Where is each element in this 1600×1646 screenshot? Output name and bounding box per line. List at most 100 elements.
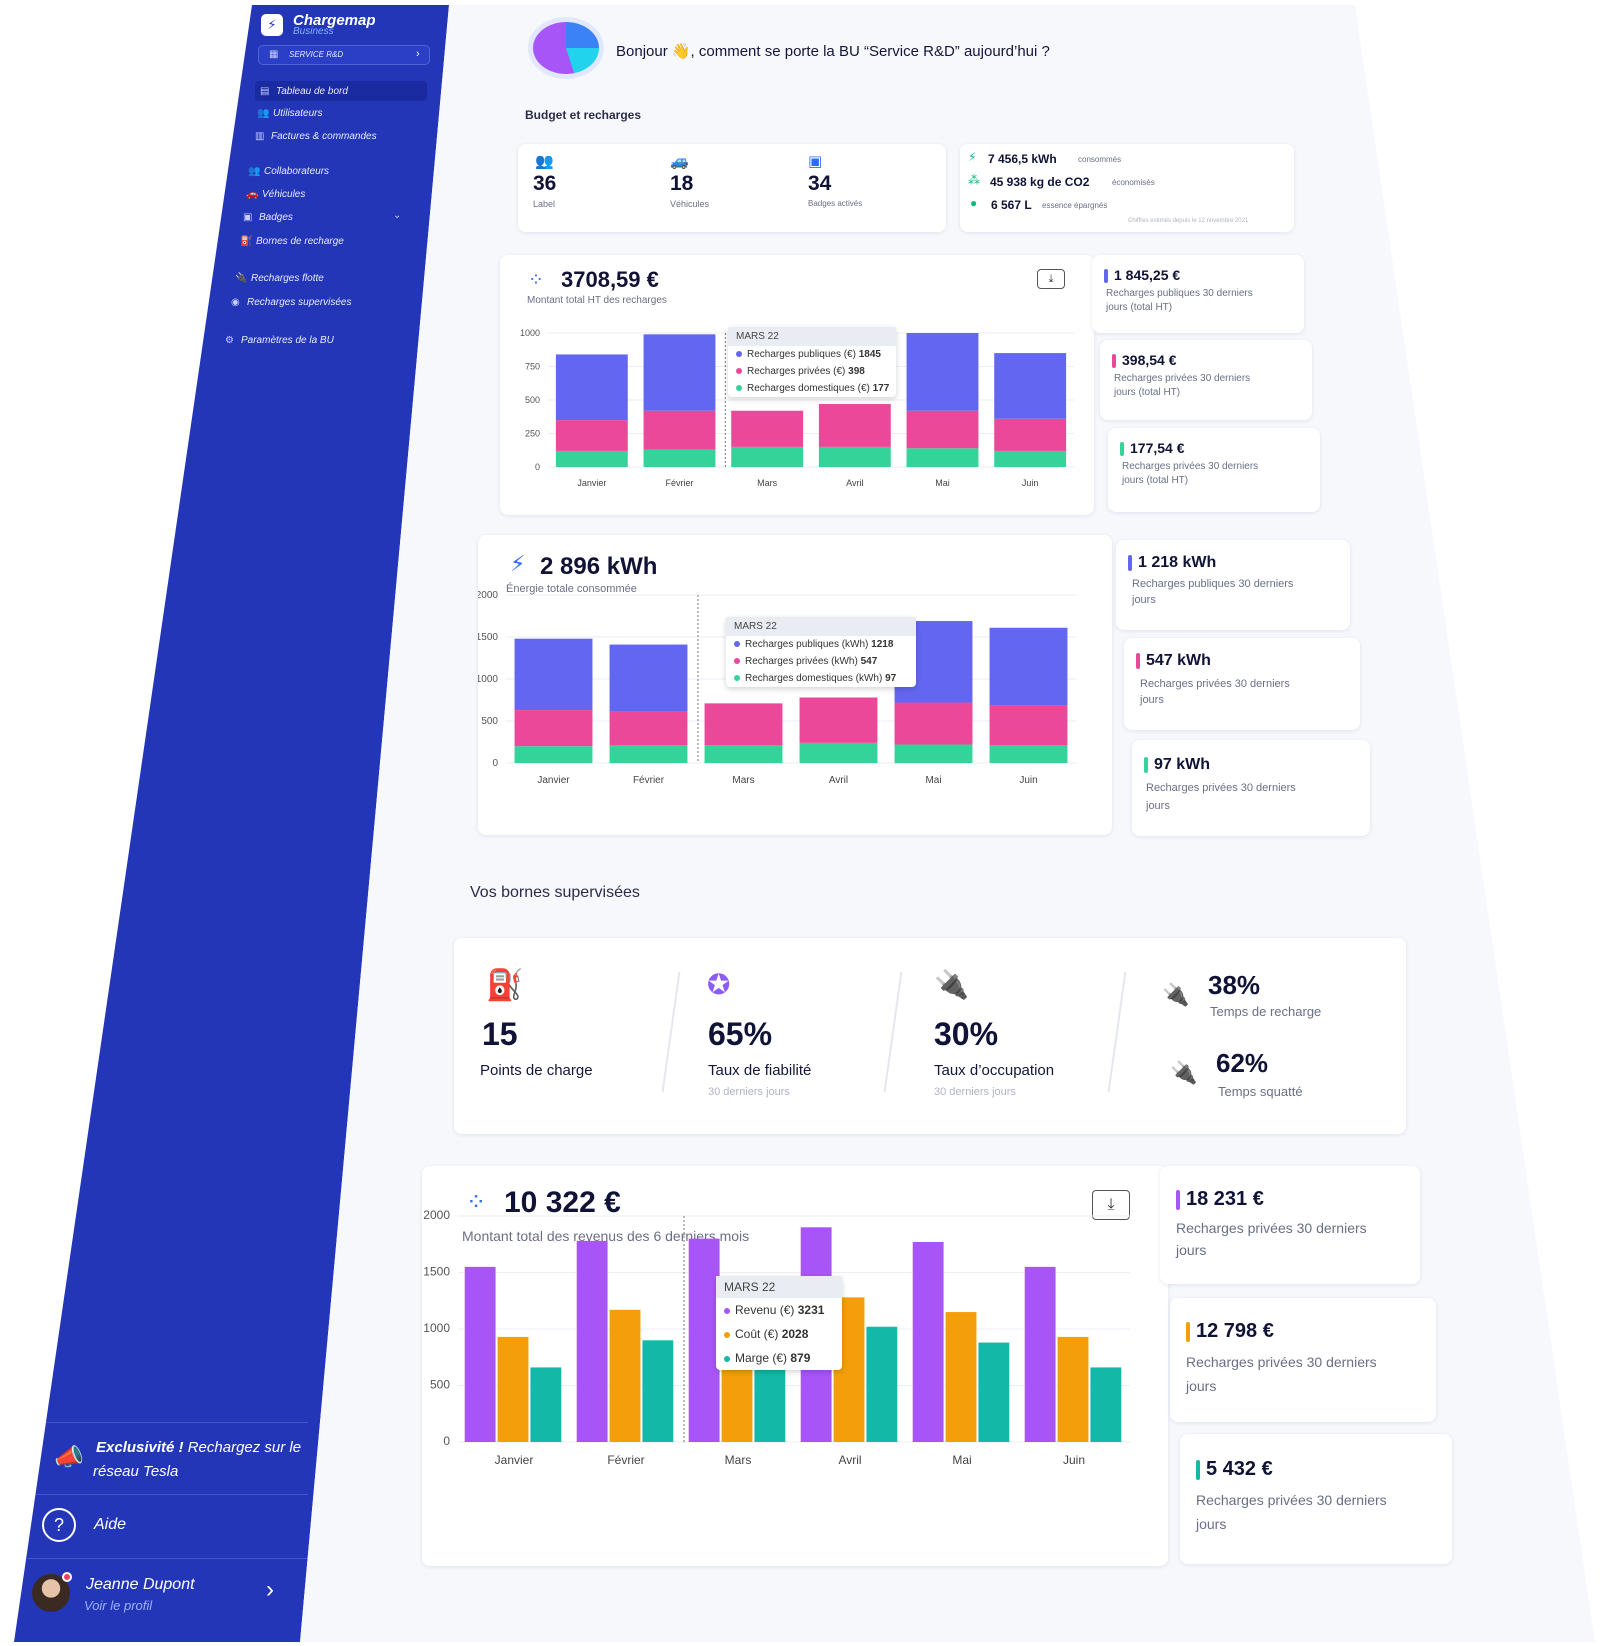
- bar-segment[interactable]: [906, 448, 979, 467]
- bar-segment[interactable]: [906, 333, 979, 411]
- y-tick-label: 250: [525, 429, 540, 439]
- split-label: Temps squatté: [1218, 1084, 1303, 1099]
- tooltip-value: 547: [860, 656, 878, 667]
- bar[interactable]: [866, 1326, 898, 1442]
- promo-banner[interactable]: 📣 Exclusivité ! Rechargez sur le réseau …: [50, 1435, 310, 1495]
- bar-segment[interactable]: [514, 710, 593, 747]
- bar-segment[interactable]: [514, 746, 593, 763]
- x-tick-label: Avril: [829, 775, 848, 786]
- sidebar-item-vehicles[interactable]: 🚗 Véhicules: [246, 189, 305, 200]
- kpi-label: jours: [1176, 1242, 1207, 1258]
- sidebar-item-settings[interactable]: ⚙ Paramètres de la BU: [225, 335, 334, 346]
- download-button[interactable]: ⤓: [1037, 269, 1065, 289]
- bar[interactable]: [464, 1266, 496, 1442]
- bar-segment[interactable]: [643, 449, 716, 467]
- bar-segment[interactable]: [609, 711, 688, 746]
- bar-segment[interactable]: [555, 420, 628, 451]
- notification-dot: [62, 1572, 72, 1582]
- bar[interactable]: [688, 1238, 720, 1442]
- legend-dot: [734, 641, 740, 647]
- x-tick-label: Janvier: [537, 775, 570, 786]
- kpi-value-text: 1 218 kWh: [1138, 554, 1217, 571]
- kpi-value: 5 432 €: [1196, 1458, 1273, 1481]
- sidebar-item-label: Badges: [259, 212, 293, 223]
- kpi-label: jours (total HT): [1114, 387, 1181, 398]
- divider: [40, 1422, 308, 1423]
- bar-segment[interactable]: [818, 404, 891, 447]
- bar[interactable]: [497, 1336, 529, 1442]
- sidebar-item-fleet-charges[interactable]: 🔌 Recharges flotte: [235, 273, 324, 284]
- sidebar-item-label: Recharges supervisées: [247, 297, 352, 308]
- bar[interactable]: [912, 1241, 944, 1442]
- bar[interactable]: [1024, 1266, 1056, 1442]
- bar-segment[interactable]: [643, 334, 716, 411]
- bu-selector[interactable]: ▦ SERVICE R&D ›: [258, 45, 430, 65]
- x-tick-label: Mars: [757, 478, 777, 488]
- cost-subtitle: Montant total HT des recharges: [527, 295, 667, 306]
- user-profile-link[interactable]: Voir le profil: [84, 1598, 153, 1613]
- bar[interactable]: [609, 1309, 641, 1442]
- energy-chart: 0 500 1000 1500 2000 Janvier Février Mars Avril M…: [478, 590, 1076, 786]
- bar-segment[interactable]: [994, 450, 1067, 467]
- cost-chart-card: ⁘ 3708,59 € Montant total HT des recharg…: [500, 255, 1094, 515]
- bar-segment[interactable]: [818, 446, 891, 467]
- sidebar-item-invoices[interactable]: ▥ Factures & commandes: [255, 131, 377, 142]
- brand-logo[interactable]: ⚡: [261, 14, 283, 36]
- kpi-card: 97 kWh Recharges privées 30 derniers jou…: [1132, 740, 1370, 836]
- bar-segment[interactable]: [989, 627, 1068, 706]
- bar-segment[interactable]: [555, 450, 628, 467]
- bar-segment[interactable]: [799, 697, 878, 743]
- bar-segment[interactable]: [994, 418, 1067, 451]
- bar-segment[interactable]: [994, 353, 1067, 419]
- sidebar-item-dashboard[interactable]: ▤ Tableau de bord: [260, 86, 348, 97]
- bu-selector-label: SERVICE R&D: [289, 50, 344, 59]
- tooltip-label: Recharges domestiques (kWh): [745, 673, 883, 684]
- charger-icon: ⛽: [240, 236, 253, 247]
- eco-label: économisés: [1112, 178, 1155, 187]
- y-tick-label: 500: [525, 395, 540, 405]
- bar-segment[interactable]: [609, 745, 688, 763]
- sidebar-item-label: Collaborateurs: [264, 166, 330, 177]
- bar-segment[interactable]: [514, 638, 593, 711]
- revenue-total: 10 322 €: [504, 1186, 621, 1219]
- sidebar-item-users[interactable]: 👥 Utilisateurs: [257, 108, 322, 119]
- cost-icon: ⁘: [528, 270, 544, 291]
- kpi-value-text: 18 231 €: [1186, 1188, 1264, 1210]
- bar-segment[interactable]: [731, 410, 804, 447]
- supervised-label: Taux de fiabilité: [708, 1062, 812, 1079]
- bar-segment[interactable]: [894, 702, 973, 745]
- bar-segment[interactable]: [894, 744, 973, 763]
- legend-dot: [724, 1332, 730, 1338]
- bar[interactable]: [1090, 1367, 1122, 1442]
- bar[interactable]: [642, 1340, 674, 1442]
- drop-icon: ●: [970, 196, 978, 210]
- bar-segment[interactable]: [609, 644, 688, 712]
- bar-segment[interactable]: [704, 703, 783, 746]
- bar[interactable]: [530, 1367, 562, 1442]
- bar-segment[interactable]: [704, 745, 783, 763]
- bar-segment[interactable]: [989, 705, 1068, 746]
- bar-segment[interactable]: [731, 446, 804, 467]
- chevron-right-icon: ›: [416, 48, 420, 60]
- bar-segment[interactable]: [643, 410, 716, 450]
- bar[interactable]: [945, 1312, 977, 1442]
- bar[interactable]: [576, 1240, 608, 1442]
- bar-segment[interactable]: [906, 410, 979, 449]
- sidebar-item-supervised[interactable]: ◉ Recharges supervisées: [231, 297, 352, 308]
- sidebar-item-collaborators[interactable]: 👥 Collaborateurs: [248, 166, 329, 177]
- bar-segment[interactable]: [989, 745, 1068, 763]
- download-button[interactable]: ⤓: [1092, 1190, 1130, 1220]
- bar-segment[interactable]: [555, 354, 628, 421]
- sidebar-item-badges[interactable]: ▣ Badges: [243, 212, 293, 223]
- legend-dot: [736, 351, 742, 357]
- bar-segment[interactable]: [799, 742, 878, 763]
- bar[interactable]: [978, 1342, 1010, 1442]
- help-link[interactable]: ? Aide: [42, 1508, 242, 1548]
- chevron-down-icon[interactable]: ⌄: [393, 210, 402, 221]
- bar[interactable]: [1057, 1336, 1089, 1442]
- kpi-value-text: 12 798 €: [1196, 1320, 1274, 1342]
- user-profile[interactable]: Jeanne Dupont Voir le profil ›: [30, 1570, 300, 1622]
- tooltip-value: 177: [872, 383, 890, 394]
- sidebar-item-chargers[interactable]: ⛽ Bornes de recharge: [240, 236, 344, 247]
- eye-icon: ◉: [231, 297, 240, 308]
